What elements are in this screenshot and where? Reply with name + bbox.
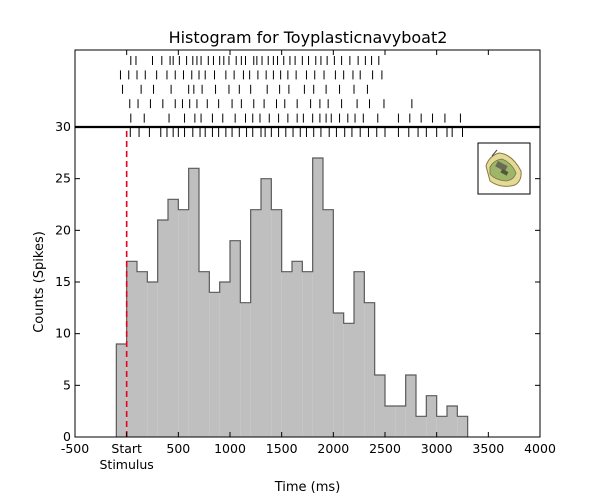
histogram-bar bbox=[116, 344, 127, 437]
x-axis-label: Time (ms) bbox=[274, 480, 341, 495]
histogram-bars bbox=[116, 158, 468, 438]
x-tick-label: 1500 bbox=[266, 441, 298, 456]
histogram-bar bbox=[240, 302, 251, 437]
histogram-bar bbox=[157, 220, 168, 437]
stimulus-label: Stimulus bbox=[100, 457, 154, 472]
histogram-bar bbox=[261, 178, 272, 437]
y-axis-label: Counts (Spikes) bbox=[32, 231, 47, 333]
histogram-bar bbox=[385, 406, 396, 437]
histogram-outline bbox=[115, 157, 469, 437]
histogram-bar bbox=[178, 209, 189, 437]
x-tick-label: -500 bbox=[61, 441, 89, 456]
y-tick-label: 30 bbox=[55, 119, 71, 134]
histogram-bar bbox=[436, 416, 447, 437]
chart-title: Histogram for Toyplasticnavyboat2 bbox=[169, 28, 448, 47]
histogram-bar bbox=[250, 209, 261, 437]
histogram-bar bbox=[416, 416, 427, 437]
histogram-bar bbox=[188, 168, 199, 438]
spike-raster bbox=[119, 56, 463, 137]
histogram-bar bbox=[364, 302, 375, 437]
x-tick-label: 3500 bbox=[472, 441, 504, 456]
stimulus-thumbnail bbox=[477, 142, 531, 195]
histogram-bar bbox=[457, 416, 468, 437]
histogram-bar bbox=[302, 271, 313, 437]
y-tick-label: 0 bbox=[63, 429, 71, 444]
histogram-bar bbox=[333, 313, 344, 437]
x-tick-label: 4000 bbox=[524, 441, 556, 456]
y-tick-label: 5 bbox=[63, 377, 71, 392]
x-tick-label: 500 bbox=[166, 441, 190, 456]
histogram-bar bbox=[209, 292, 220, 437]
histogram-bar bbox=[219, 282, 230, 437]
histogram-bar bbox=[395, 406, 406, 437]
histogram-bar bbox=[126, 261, 137, 437]
histogram-bar bbox=[343, 323, 354, 437]
histogram-bar bbox=[323, 209, 334, 437]
histogram-bar bbox=[374, 375, 385, 437]
histogram-bar bbox=[230, 240, 241, 437]
y-tick-label: 10 bbox=[55, 326, 71, 341]
y-tick-label: 25 bbox=[55, 171, 71, 186]
histogram-bar bbox=[168, 199, 179, 437]
x-tick-label: 1000 bbox=[214, 441, 246, 456]
histogram-bar bbox=[405, 375, 416, 437]
x-tick-label: 2000 bbox=[317, 441, 349, 456]
x-tick-label: Start bbox=[111, 441, 142, 456]
y-axis-ticks: 0 5 10 15 20 25 30 bbox=[55, 119, 540, 444]
x-axis-ticks: -500 Start 500 1000 1500 2000 2500 3000 3500 4000 bbox=[61, 50, 556, 456]
histogram-bar bbox=[447, 406, 458, 437]
histogram-bar bbox=[312, 158, 323, 437]
x-tick-label: 3000 bbox=[421, 441, 453, 456]
histogram-bar bbox=[271, 209, 282, 437]
x-tick-label: 2500 bbox=[369, 441, 401, 456]
histogram-bar bbox=[199, 271, 210, 437]
histogram-bar bbox=[281, 271, 292, 437]
histogram-bar bbox=[137, 271, 148, 437]
histogram-bar bbox=[292, 261, 303, 437]
y-tick-label: 20 bbox=[55, 222, 71, 237]
histogram-bar bbox=[354, 271, 365, 437]
histogram-bar bbox=[426, 395, 437, 437]
toy-boat-icon bbox=[485, 149, 522, 187]
plot-frame bbox=[74, 49, 541, 438]
histogram-bar bbox=[147, 282, 158, 437]
y-tick-label: 15 bbox=[55, 274, 71, 289]
